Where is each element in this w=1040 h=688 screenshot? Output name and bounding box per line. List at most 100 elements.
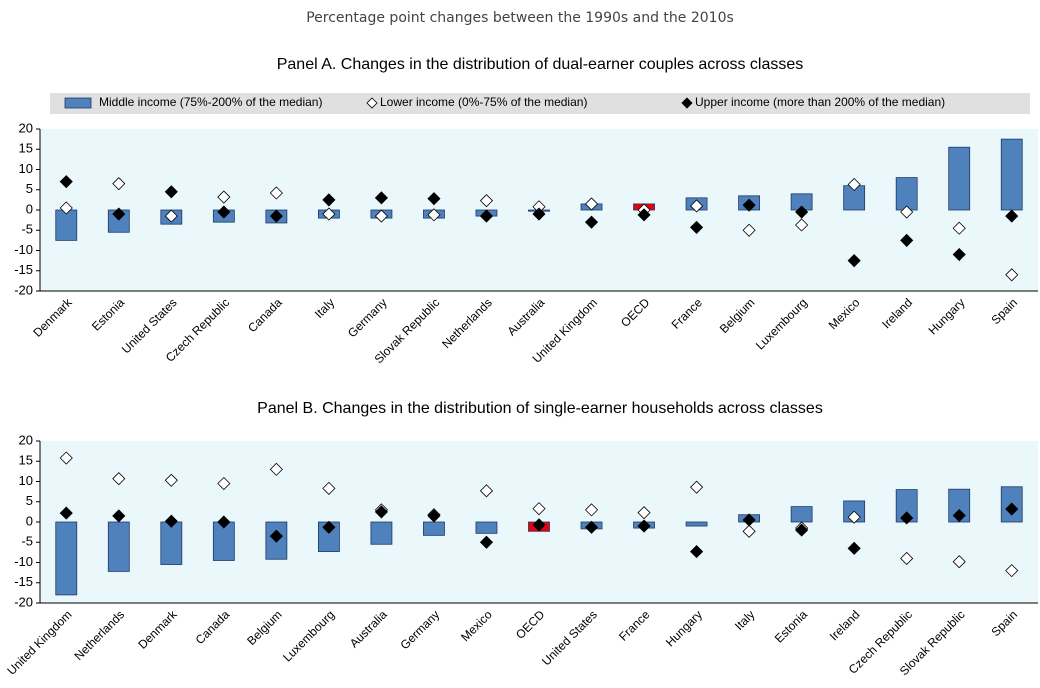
marker — [59, 451, 73, 465]
marker — [952, 221, 966, 235]
marker — [742, 513, 756, 527]
marker — [374, 505, 388, 519]
marker — [217, 190, 231, 204]
marker — [900, 551, 914, 566]
legend-label: Upper income (more than 200% of the medi… — [695, 95, 945, 109]
bar — [1000, 138, 1023, 211]
legend-swatch — [681, 97, 693, 109]
y-tick-label: 15 — [19, 453, 33, 468]
marker — [847, 254, 861, 268]
marker — [322, 481, 336, 495]
marker — [427, 208, 441, 222]
marker — [637, 519, 651, 533]
marker — [269, 462, 283, 476]
marker — [1005, 268, 1019, 282]
legend-box — [50, 93, 1030, 114]
marker — [164, 514, 178, 528]
y-tick-label: -20 — [14, 594, 33, 609]
marker — [690, 199, 704, 213]
marker — [952, 247, 966, 262]
y-tick-label: -15 — [14, 262, 33, 277]
marker — [847, 541, 861, 555]
marker — [112, 472, 126, 486]
marker — [952, 555, 966, 569]
y-tick-label: 0 — [26, 201, 33, 216]
marker — [795, 218, 809, 232]
bar — [160, 521, 183, 565]
y-tick-label: 5 — [26, 493, 33, 508]
marker — [532, 207, 546, 221]
marker — [322, 207, 336, 221]
marker — [795, 523, 809, 537]
marker — [269, 186, 283, 200]
marker — [112, 207, 126, 221]
y-tick-label: -10 — [14, 554, 33, 569]
subtitle: Percentage point changes between the 199… — [306, 10, 734, 26]
legend-label: Lower income (0%-75% of the median) — [380, 95, 587, 109]
marker — [164, 185, 178, 199]
marker — [690, 480, 704, 494]
marker — [900, 205, 914, 219]
bar — [685, 521, 708, 527]
y-tick-label: 10 — [19, 161, 33, 176]
marker — [690, 544, 704, 559]
bar — [423, 521, 445, 536]
marker — [1005, 502, 1019, 516]
marker — [322, 193, 336, 207]
marker — [322, 520, 336, 534]
bar — [790, 506, 813, 523]
bar — [55, 209, 78, 241]
bar — [475, 521, 498, 534]
marker — [112, 177, 126, 191]
marker — [164, 473, 178, 487]
y-tick-label: -10 — [14, 242, 33, 257]
marker — [479, 484, 494, 498]
marker — [112, 509, 126, 523]
marker — [427, 509, 441, 523]
bar — [370, 521, 393, 545]
marker — [479, 535, 494, 549]
marker — [637, 506, 651, 520]
y-tick-label: 0 — [26, 513, 33, 528]
y-tick-label: -5 — [21, 534, 33, 549]
y-tick-label: -5 — [21, 222, 33, 237]
panel-title: Panel B. Changes in the distribution of … — [257, 400, 823, 417]
bar — [55, 521, 78, 596]
marker — [374, 209, 388, 223]
y-tick-label: 5 — [26, 181, 33, 196]
bar — [107, 521, 130, 572]
marker — [952, 508, 966, 523]
marker — [900, 233, 914, 247]
marker — [269, 209, 283, 223]
marker — [742, 198, 756, 212]
y-tick-label: 20 — [19, 432, 33, 447]
marker — [374, 191, 388, 205]
bar — [948, 146, 971, 211]
y-tick-label: 10 — [19, 473, 33, 488]
marker — [164, 209, 178, 223]
marker — [847, 177, 861, 192]
marker — [427, 192, 441, 206]
marker — [59, 506, 73, 520]
legend-label: Middle income (75%-200% of the median) — [99, 95, 322, 109]
marker — [59, 175, 73, 189]
marker — [479, 194, 494, 208]
panel-title: Panel A. Changes in the distribution of … — [277, 56, 804, 73]
marker — [584, 197, 599, 211]
y-tick-label: -20 — [14, 282, 33, 297]
y-tick-label: 20 — [19, 120, 33, 135]
marker — [479, 209, 494, 223]
legend-swatch — [366, 97, 378, 109]
marker — [1005, 564, 1019, 578]
marker — [532, 518, 546, 532]
y-tick-label: 15 — [19, 141, 33, 156]
marker — [690, 220, 704, 234]
marker — [217, 515, 231, 529]
legend-swatch — [64, 97, 92, 109]
marker — [532, 502, 546, 516]
marker — [584, 520, 599, 534]
marker — [900, 511, 914, 525]
marker — [584, 215, 599, 229]
marker — [269, 529, 283, 543]
